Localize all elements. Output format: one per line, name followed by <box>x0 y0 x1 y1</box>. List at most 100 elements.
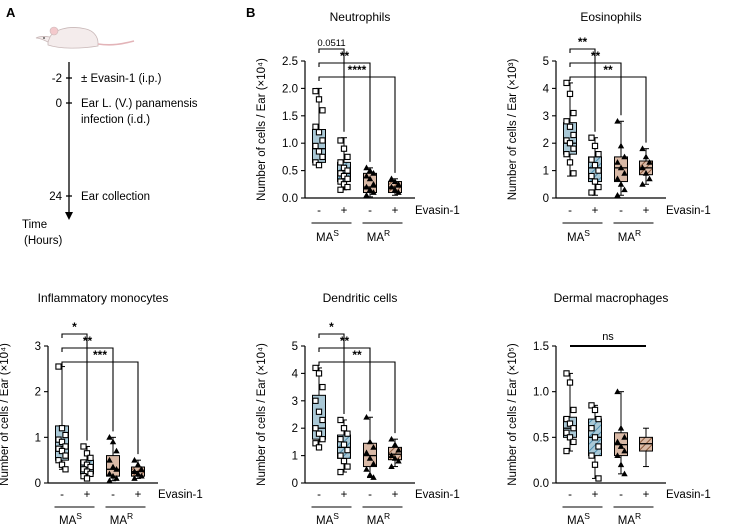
data-point <box>138 472 145 479</box>
data-point <box>395 457 402 464</box>
data-point <box>138 466 145 472</box>
significance-bracket <box>318 48 345 132</box>
data-point <box>570 438 577 446</box>
data-point <box>344 175 351 182</box>
data-point <box>131 456 138 463</box>
chart-title: Inflammatory monocytes <box>38 291 169 305</box>
data-point <box>621 170 628 176</box>
data-point <box>614 438 621 445</box>
data-point <box>319 383 326 391</box>
y-tick-label: 2.0 <box>282 83 298 95</box>
data-point <box>337 137 344 144</box>
data-point <box>570 425 577 432</box>
data-point <box>319 107 326 114</box>
treatment-label: + <box>592 205 599 217</box>
treatment-label: + <box>341 205 348 217</box>
data-point <box>570 406 577 414</box>
data-point <box>340 457 348 465</box>
data-point <box>595 167 602 174</box>
data-point <box>588 172 595 180</box>
data-point <box>315 148 323 155</box>
treatment-label: + <box>341 489 348 501</box>
data-point <box>595 151 602 158</box>
data-point <box>388 175 395 182</box>
treatment-label: - <box>619 205 623 217</box>
data-point <box>563 79 570 87</box>
data-point <box>595 415 602 423</box>
data-point <box>566 90 574 98</box>
data-point <box>621 186 628 193</box>
treatment-label: - <box>368 205 372 217</box>
data-point <box>363 183 370 190</box>
treatment-name: Evasin-1 <box>415 205 460 217</box>
data-point <box>312 397 319 404</box>
data-point <box>344 183 351 191</box>
group-label: MAR <box>110 511 133 527</box>
data-point <box>370 189 377 195</box>
data-point <box>62 443 69 450</box>
significance-label: ** <box>83 334 93 348</box>
data-point <box>134 461 142 468</box>
y-tick-label: 0 <box>35 478 41 490</box>
data-point <box>370 181 377 187</box>
data-point <box>337 416 344 424</box>
data-point <box>591 406 599 414</box>
data-point <box>617 461 625 468</box>
data-point <box>595 475 602 482</box>
data-point <box>109 438 117 445</box>
data-point <box>106 434 113 440</box>
treatment-name: Evasin-1 <box>158 489 203 501</box>
data-point <box>366 186 374 193</box>
chart-title: Neutrophils <box>330 10 391 24</box>
data-point <box>106 477 113 484</box>
chart-panel-1: Neutrophils 0.0 0.5 1.0 1.5 2.0 2.5 Number of c… <box>256 10 460 244</box>
data-point <box>315 96 323 103</box>
data-point <box>595 183 602 191</box>
data-point <box>370 460 377 467</box>
significance-label: ** <box>591 49 601 63</box>
y-tick-label: 1 <box>35 432 41 444</box>
data-point <box>614 452 621 458</box>
y-tick-label: 1 <box>543 166 549 178</box>
data-point <box>591 434 599 441</box>
significance-bracket <box>318 361 396 434</box>
data-point <box>87 463 94 471</box>
chart-panel-5: Dermal macrophages 0.0 0.5 1.0 1.5 Number of … <box>507 291 711 527</box>
data-point <box>363 172 370 179</box>
y-tick-label: 0.5 <box>533 432 549 444</box>
data-point <box>363 191 370 198</box>
treatment-name: Evasin-1 <box>415 489 460 501</box>
data-point <box>563 447 570 455</box>
group-label: MAS <box>59 511 82 527</box>
data-point <box>639 164 646 171</box>
data-point <box>591 461 599 468</box>
data-point <box>87 454 94 462</box>
y-tick-label: 0.0 <box>533 478 549 490</box>
group-label: MAS <box>316 511 339 527</box>
y-axis-label: Number of cells / Ear (×10⁴) <box>256 58 268 201</box>
group-label: MAS <box>316 228 339 244</box>
y-tick-label: 5 <box>292 341 298 353</box>
data-point <box>614 175 621 182</box>
data-point <box>566 159 574 166</box>
data-point <box>319 436 326 443</box>
significance-bracket <box>318 76 396 173</box>
treatment-label: + <box>643 489 650 501</box>
data-point <box>570 170 577 177</box>
y-axis-label: Number of cells / Ear (×10³) <box>507 59 519 201</box>
data-point <box>340 425 348 432</box>
y-tick-label: 0 <box>543 193 549 205</box>
data-point <box>617 164 625 171</box>
data-point <box>563 118 570 125</box>
y-axis-label: Number of cells / Ear (×10⁴) <box>256 343 268 486</box>
data-point <box>131 475 138 481</box>
data-point <box>62 466 69 473</box>
significance-bracket <box>61 333 88 441</box>
data-point <box>131 468 138 474</box>
data-point <box>614 117 621 124</box>
data-point <box>315 430 323 437</box>
data-point <box>344 446 351 454</box>
significance-label: **** <box>348 63 367 77</box>
data-point <box>563 370 570 377</box>
timeline-arrowhead <box>65 212 73 220</box>
